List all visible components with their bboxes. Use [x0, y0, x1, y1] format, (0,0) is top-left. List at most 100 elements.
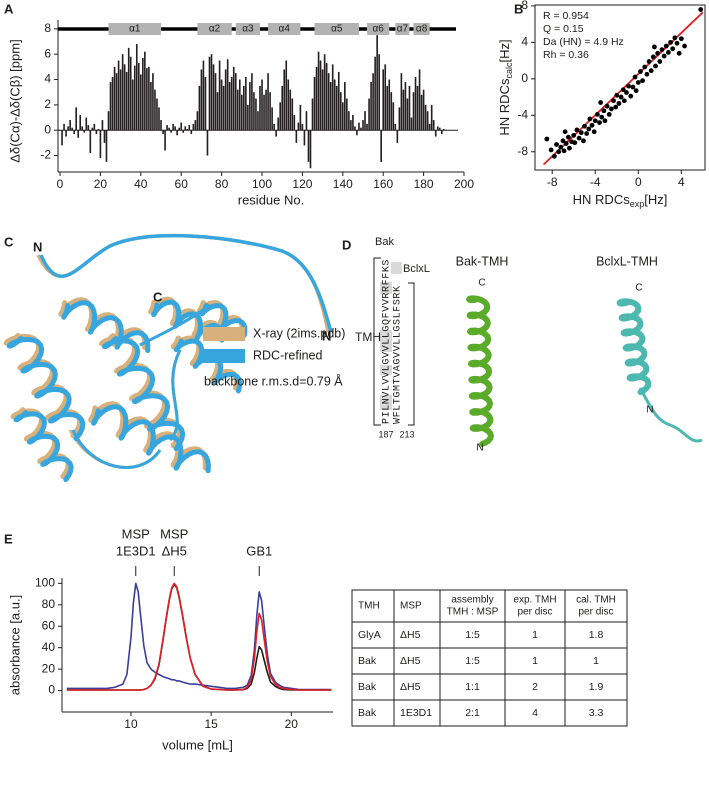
bar	[129, 56, 132, 131]
point	[592, 118, 598, 124]
bar	[150, 82, 152, 131]
y-tick-label: 6	[44, 46, 51, 60]
table-cell: 2	[532, 681, 538, 693]
bar	[257, 111, 259, 131]
bar	[83, 130, 86, 133]
bar	[394, 123, 397, 131]
point	[548, 147, 554, 153]
bar	[63, 123, 65, 131]
bar	[192, 123, 195, 131]
bar	[301, 123, 304, 131]
bar	[346, 98, 348, 131]
helix-label: α4	[279, 24, 291, 35]
series-line	[66, 583, 332, 691]
bar	[131, 79, 134, 131]
bar	[380, 130, 382, 162]
tmh-label: TMH	[355, 330, 381, 344]
point	[633, 88, 639, 94]
bar	[154, 89, 156, 131]
bar	[79, 115, 82, 131]
legend-swatch	[203, 327, 245, 341]
table-cell: 1:1	[465, 681, 480, 693]
bar	[374, 56, 376, 131]
table-cell: 1	[532, 629, 538, 641]
bar	[133, 65, 136, 131]
table-header: per disc	[517, 607, 552, 618]
bar	[325, 63, 328, 131]
x-tick-label: 20	[285, 717, 299, 731]
table-cell: Bak	[358, 681, 377, 693]
table-header: TMH	[358, 601, 380, 612]
bar	[333, 79, 336, 131]
legend-swatch	[203, 349, 245, 363]
bar	[414, 77, 417, 131]
x-axis-label-main: HN RDCs	[573, 192, 631, 207]
ribbon-helix	[13, 410, 74, 483]
legend-label: X-ray (2ims.pdb)	[253, 326, 345, 340]
point	[661, 53, 667, 59]
bar	[93, 123, 96, 131]
y-tick-label: 2	[44, 97, 51, 111]
bar	[432, 120, 435, 131]
bar	[372, 73, 374, 131]
panel-label: D	[342, 237, 351, 252]
point	[672, 35, 678, 41]
point	[613, 104, 619, 110]
bar	[344, 82, 346, 131]
bar	[61, 130, 63, 146]
point	[601, 108, 607, 114]
x-tick-label: 20	[94, 177, 108, 191]
bar	[111, 77, 114, 131]
bar	[388, 79, 391, 131]
point	[604, 103, 610, 109]
sequence: PILNVLVVLGVVLLGQFVVRRFFKS	[382, 259, 393, 424]
helix-box	[268, 23, 301, 35]
y-axis-label: HN RDCscalc[Hz]	[497, 39, 514, 135]
peak-label: GB1	[246, 543, 272, 558]
bar	[420, 94, 423, 131]
bar	[398, 107, 401, 131]
bar	[364, 111, 366, 131]
bar	[438, 127, 441, 131]
point	[666, 50, 671, 55]
panel-label: B	[514, 1, 523, 16]
stat-annotation: Rh = 0.36	[543, 49, 589, 61]
point	[640, 78, 645, 84]
x-axis-label: volume [mL]	[162, 737, 233, 752]
x-tick-label: 10	[124, 717, 138, 731]
point	[599, 114, 605, 120]
bar	[321, 69, 324, 131]
point	[565, 134, 571, 140]
table-cell: Bak	[358, 707, 377, 719]
bar	[105, 130, 108, 162]
bar	[241, 94, 243, 131]
bar	[135, 44, 138, 131]
sequence-highlight	[380, 395, 392, 410]
bar	[170, 130, 172, 133]
table-cell: 3.3	[589, 707, 604, 719]
sequence-highlight	[380, 282, 392, 294]
terminus-label: N	[33, 239, 42, 254]
bar	[331, 64, 334, 131]
point	[554, 142, 559, 147]
point	[584, 131, 590, 136]
bar	[275, 130, 277, 137]
bar	[273, 123, 275, 131]
y-tick-label: 100	[35, 576, 55, 590]
point	[562, 129, 568, 135]
bar	[75, 107, 77, 131]
point	[586, 126, 592, 132]
ribbon-helix	[6, 336, 86, 441]
bar	[386, 85, 389, 131]
bar	[378, 54, 380, 131]
bar	[362, 120, 364, 131]
stat-annotation: Da (HN) = 4.9 Hz	[543, 36, 624, 48]
bar	[339, 92, 342, 131]
residue-number: 187	[378, 429, 393, 439]
table-cell: 1E3D1	[400, 707, 432, 719]
bar	[384, 64, 387, 131]
bar	[279, 102, 281, 131]
bar	[184, 126, 187, 131]
bar	[160, 120, 162, 131]
bar	[71, 127, 73, 131]
